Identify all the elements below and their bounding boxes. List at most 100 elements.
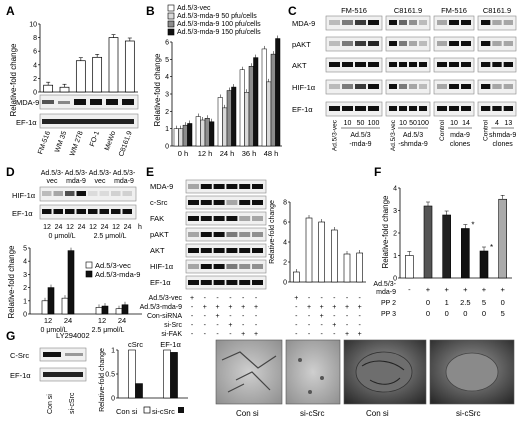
group-title: C8161.9: [394, 6, 422, 15]
bar-3: [442, 214, 451, 279]
blot-band: [252, 216, 263, 221]
lane-label: 24: [124, 224, 132, 231]
treatment-label: Ad.5/3-mda-9: [140, 304, 183, 311]
blot-band: [461, 20, 471, 25]
treatment-mark: +: [254, 331, 258, 338]
blot-band: [188, 232, 199, 237]
x-tick-label: 24: [118, 316, 126, 325]
legend-swatch: [85, 261, 93, 269]
legend-label: Ad.5/3-mda-9 150 pfu/cells: [177, 29, 261, 36]
blot-band: [111, 191, 121, 196]
blot-label: pAKT: [150, 230, 169, 239]
photo-label: si-cSrc: [456, 409, 480, 418]
condition-header: Ad.5/3-: [113, 170, 136, 177]
treatment-mark: -: [191, 304, 194, 311]
treatment-mark: +: [444, 285, 449, 294]
blot-band: [200, 264, 212, 269]
panel-e-blots: MDA-9 c-Src FAK pAKT AKT HIF-1α EF-1α: [150, 179, 267, 290]
blot-band: [389, 41, 397, 46]
blot-band: [252, 248, 263, 253]
blot-band: [111, 209, 121, 214]
condition-header: Ad.5/3-: [65, 170, 88, 177]
treatment-mark: 0: [501, 298, 505, 307]
blot-band: [368, 62, 379, 67]
bar-5: [479, 250, 489, 279]
blot-band: [449, 62, 459, 67]
blot-label: HIF-1α: [150, 262, 174, 271]
blot-band: [213, 200, 225, 205]
bar-WM 278: [75, 60, 86, 93]
blot-label-ef1a: EF-1α: [10, 371, 31, 380]
blot-band: [449, 84, 459, 89]
panel-d-ylabel: Relative-fold change: [7, 245, 16, 318]
treatment-mark: +: [358, 304, 362, 311]
treatment-label: PP 2: [381, 300, 396, 307]
blot-band: [449, 106, 459, 111]
blot-band: [329, 62, 340, 67]
panel-f-y-tick-label: 3: [393, 208, 397, 215]
group-label: EF-1α: [160, 340, 181, 349]
treatment-label: si-Src: [164, 322, 182, 329]
bar-6: [498, 198, 507, 279]
legend-swatch: [143, 406, 151, 414]
panel-a-blots: MDA-9 EF-1α: [16, 94, 139, 129]
bar-0 h-s0: [173, 128, 179, 147]
bar-C8161.9: [124, 40, 135, 93]
blot-strip: [185, 259, 267, 274]
treatment-mark: -: [308, 313, 311, 320]
blot-band: [226, 232, 238, 237]
treatment-mark: +: [320, 304, 324, 311]
panel-f-treatments: Ad.5/3-mda-9 - + + + + + PP 2 0 1 2.5 5 0 PP 3 0 0 0 0 5: [373, 281, 505, 318]
bar-36 h-s2: [248, 66, 254, 147]
blot-band: [461, 62, 471, 67]
treatment-mark: +: [216, 304, 220, 311]
blot-band: [200, 216, 212, 221]
photo-label: Con si: [236, 409, 259, 418]
panel-b-y-tick-label: 3: [165, 92, 169, 99]
bar-12 h-s3: [209, 121, 215, 147]
blot-band: [409, 20, 417, 25]
blot-strip: [385, 57, 431, 73]
blot-band: [492, 62, 502, 67]
treatment-mark: -: [191, 331, 194, 338]
blot-band: [329, 84, 340, 89]
treatment-mark: -: [242, 295, 245, 302]
group-label: Ad.5/3: [403, 132, 423, 139]
blot-band: [329, 106, 340, 111]
treatment-mark: -: [255, 322, 258, 329]
bar-EF-1α-s0: [163, 349, 171, 399]
condition-header: Ad.5/3-: [41, 170, 64, 177]
lane-label: 12: [89, 224, 97, 231]
blot-band: [213, 184, 225, 189]
bar-6: [356, 252, 363, 283]
bar-12 h-s1: [200, 119, 206, 147]
panel-g-legend: Con si si-cSrc: [116, 406, 184, 416]
cell-cluster: [298, 358, 302, 362]
blot-band: [368, 84, 379, 89]
treatment-mark: +: [241, 304, 245, 311]
blot-band: [492, 41, 502, 46]
treatment-mark: 5: [482, 298, 486, 307]
blot-label: MDA-9: [150, 182, 173, 191]
bar-4: [331, 229, 338, 283]
blot-band: [42, 191, 52, 196]
panel-a-y-tick-label: 6: [33, 49, 37, 56]
treatment-mark: -: [204, 322, 207, 329]
x-tick-label: 24 h: [220, 149, 235, 158]
blot-band: [200, 248, 212, 253]
blot-band: [481, 84, 491, 89]
legend-label: Ad.5/3-mda-9 50 pfu/cells: [177, 13, 257, 20]
bar-12-s0: [95, 307, 103, 315]
treatment-mark: 0: [482, 309, 486, 318]
blot-band: [503, 62, 513, 67]
blot-band: [389, 106, 397, 111]
blot-band: [239, 216, 251, 221]
blot-band: [437, 20, 447, 25]
legend-label: Ad.5/3-vec: [177, 5, 211, 12]
blot-band: [213, 232, 225, 237]
treatment-mark: -: [216, 331, 219, 338]
blot-band: [399, 20, 407, 25]
blot-band: [226, 248, 238, 253]
dose-label: 2.5 μmol/L: [94, 233, 127, 240]
blot-band: [200, 200, 212, 205]
